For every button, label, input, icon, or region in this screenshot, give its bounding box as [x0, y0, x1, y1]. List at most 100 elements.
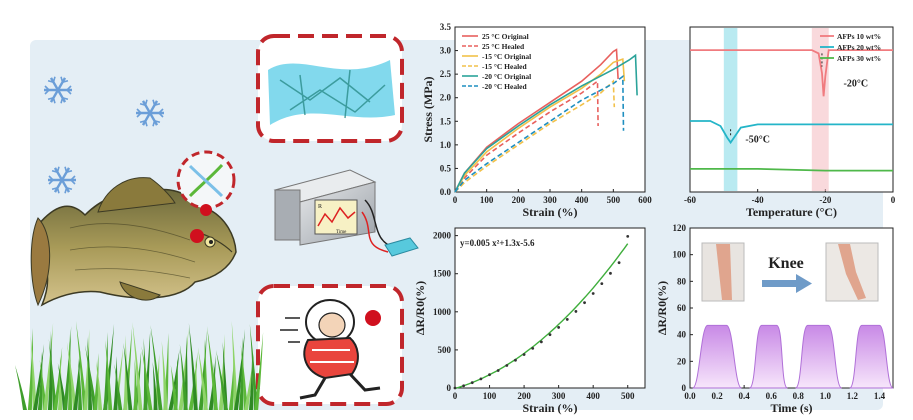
grass-blade [152, 362, 158, 410]
data-point [609, 271, 612, 275]
x-tick-label: 0.4 [739, 391, 751, 401]
grass-blade [141, 346, 153, 410]
grass-blade [188, 352, 198, 410]
hydrogel-network-illustration [256, 34, 404, 143]
response-cycle [795, 324, 843, 389]
x-axis-label: Time (s) [770, 401, 812, 415]
snowflake-branch [60, 76, 69, 83]
y-tick-label: 60 [677, 303, 687, 313]
grass-blade [48, 339, 57, 410]
plot-area [454, 227, 646, 389]
grass-blade [33, 344, 45, 410]
legend-label: AFPs 10 wt% [837, 32, 881, 41]
legend-label: -20 °C Healed [482, 82, 527, 91]
data-point [470, 381, 474, 385]
data-point [505, 364, 509, 367]
snowflake-icon [48, 166, 76, 194]
grass-blade [53, 347, 63, 410]
snowflake-branch [44, 85, 50, 95]
y-tick-label: 1.0 [440, 140, 452, 150]
grass-blade [133, 359, 138, 410]
grass-blade [254, 332, 264, 410]
data-point [565, 318, 569, 321]
knee-label: Knee [768, 255, 804, 272]
data-point [479, 377, 483, 381]
red-marker-dot [190, 229, 204, 243]
data-point [591, 292, 595, 295]
grass-blade [238, 337, 244, 410]
grass-blade [103, 332, 108, 410]
grass-blade [228, 358, 234, 410]
x-tick-label: 300 [543, 195, 557, 205]
x-tick-label: -40 [752, 195, 764, 205]
grass-blade [78, 358, 83, 410]
data-point [488, 373, 491, 377]
data-point [557, 326, 561, 329]
data-point [531, 346, 535, 350]
y-tick-label: 2000 [433, 231, 452, 241]
grass-blade [15, 365, 27, 410]
snowflake-branch [48, 175, 54, 185]
y-tick-label: 0.0 [440, 187, 452, 197]
grass-blade [163, 333, 169, 410]
grass-blade [96, 361, 103, 410]
grass-blade [179, 344, 188, 410]
x-tick-label: 500 [621, 391, 635, 401]
device-axis-label-r: R [318, 204, 322, 210]
grass-blade [105, 340, 113, 410]
series-line [690, 49, 893, 97]
grass-blade [188, 323, 198, 410]
x-tick-label: 1.0 [820, 391, 832, 401]
data-point [600, 282, 604, 286]
grass-blade [183, 336, 188, 410]
grass-blade [170, 365, 178, 410]
grass-illustration [15, 321, 264, 410]
snowflake-icon [44, 76, 72, 104]
grass-blade [240, 345, 248, 410]
legend-label: AFPs 20 wt% [837, 43, 881, 52]
arrow-right-icon [762, 274, 812, 293]
x-tick-label: 200 [517, 391, 531, 401]
grass-blade [27, 328, 33, 410]
series-line [454, 74, 625, 193]
device-axis-label-time: Time [336, 230, 347, 235]
response-cycle [749, 324, 788, 389]
data-point [548, 333, 552, 337]
y-axis-label: ΔR/R0(%) [655, 281, 669, 335]
grass-blade [150, 325, 163, 410]
y-tick-label: 3.0 [440, 46, 452, 56]
legend-label: AFPs 30 wt% [837, 54, 881, 63]
x-tick-label: 100 [480, 195, 494, 205]
grass-blade [114, 364, 123, 410]
chart-resistance-strain: 0 100 200 300 400 500 0 500 1000 1500 2000 Strain (… [413, 227, 646, 415]
y-tick-label: 40 [677, 330, 687, 340]
leg-shape [716, 244, 732, 300]
series-line [690, 168, 893, 172]
y-tick-label: 0 [447, 383, 452, 393]
y-axis-label: Stress (MPa) [421, 76, 435, 142]
x-tick-label: 0.8 [793, 391, 805, 401]
x-tick-label: 1.2 [847, 391, 859, 401]
arrow-shaft [762, 280, 796, 287]
highlight-band [811, 28, 829, 191]
grass-blade [132, 322, 143, 410]
y-tick-label: 2.0 [440, 93, 452, 103]
x-tick-label: -60 [684, 195, 696, 205]
knee-straight-photo [701, 242, 745, 302]
response-cycle [849, 324, 894, 389]
photo-frame [825, 242, 879, 302]
series-line [454, 58, 626, 193]
grass-blade [231, 321, 238, 410]
snowflake-branch [70, 175, 76, 185]
y-tick-label: 100 [673, 250, 687, 260]
snowflake-branch [47, 97, 56, 104]
snowflake-branch [51, 166, 60, 173]
grass-blade [75, 321, 87, 410]
data-point [522, 353, 526, 356]
snowflake-branch [51, 187, 60, 194]
resistance-meter-illustration: R Time [273, 169, 419, 257]
snowflake-branch [60, 97, 69, 104]
grass-blade [197, 347, 208, 410]
data-point [583, 301, 586, 305]
y-tick-label: 500 [438, 345, 452, 355]
